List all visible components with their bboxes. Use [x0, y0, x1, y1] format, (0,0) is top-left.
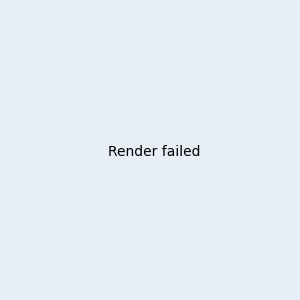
Text: Render failed: Render failed — [107, 145, 200, 158]
